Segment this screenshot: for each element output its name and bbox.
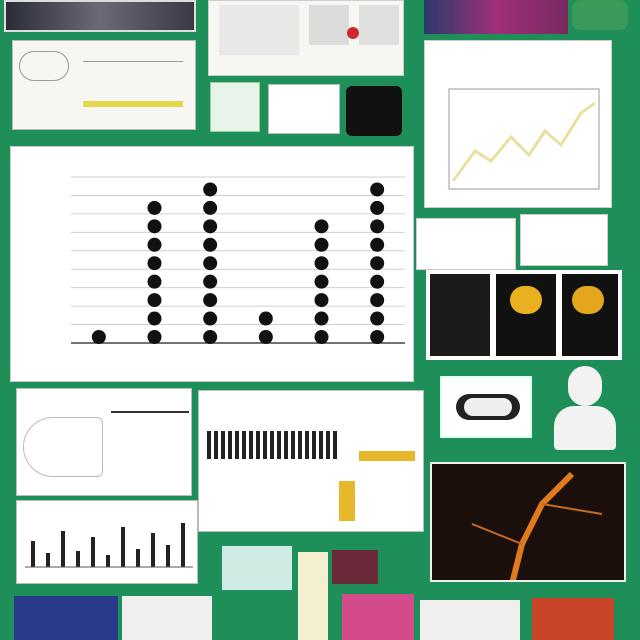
bottom-object-cream: [298, 552, 328, 640]
document-tile-bottom-left: [16, 388, 192, 496]
dot-col1-4: [147, 256, 162, 271]
object-photo-capsule: [440, 376, 532, 438]
dot-col1-2: [147, 293, 162, 308]
dot-col5-1: [370, 311, 385, 326]
dot-col5-4: [370, 256, 385, 271]
mini-bar-0: [31, 541, 35, 567]
dot-col1-5: [147, 237, 162, 252]
bar-chart-small: [16, 500, 198, 584]
mini-bar-6: [121, 527, 125, 567]
document-tile-top-center: [208, 0, 404, 76]
photo-tile-top-left: [4, 0, 196, 32]
photo-tile-top-right: [424, 0, 568, 34]
bottom-card-2: [122, 596, 212, 640]
dot-col1-3: [147, 274, 162, 289]
mini-bar-9: [166, 545, 170, 567]
line-chart-tile: [424, 40, 612, 208]
vein-network-image: [430, 462, 626, 582]
dot-col4-4: [314, 256, 329, 271]
bottom-card-red: [532, 598, 614, 640]
dot-col5-8: [370, 182, 385, 197]
mini-bar-8: [151, 533, 155, 567]
neuron-image-1: [430, 274, 490, 356]
mini-bar-3: [76, 551, 80, 567]
dot-col5-0: [370, 330, 385, 344]
green-object-top-right: [572, 0, 628, 30]
cell-image-3: [562, 274, 618, 356]
bottom-object-dark: [332, 550, 378, 584]
dot-col3-0: [258, 330, 273, 344]
bust-figure: [550, 366, 620, 450]
cell-image-2: [496, 274, 556, 356]
dot-col5-7: [370, 200, 385, 215]
mini-bar-7: [136, 549, 140, 567]
dot-col5-3: [370, 274, 385, 289]
bottom-card-pink: [342, 594, 414, 640]
text-card-right-b: [520, 214, 608, 266]
bottom-card-1: [14, 596, 118, 640]
dot-col2-7: [203, 200, 218, 215]
text-card-right-a: [416, 218, 516, 270]
table-tile-center: [198, 390, 424, 532]
line-chart-svg: [448, 88, 600, 190]
dot-col3-1: [258, 311, 273, 326]
dot-chart-card: [10, 146, 414, 382]
dot-chart-svg: [71, 176, 405, 344]
dot-col2-3: [203, 274, 218, 289]
dot-col2-6: [203, 219, 218, 234]
mini-bar-5: [106, 555, 110, 567]
diagram-tile-left: [12, 40, 196, 130]
small-card-green: [210, 82, 260, 132]
dot-col4-3: [314, 274, 329, 289]
bottom-object-teal: [222, 546, 292, 590]
mini-bar-1: [46, 553, 50, 567]
dot-col5-2: [370, 293, 385, 308]
dot-col4-5: [314, 237, 329, 252]
dot-col2-5: [203, 237, 218, 252]
dark-object: [346, 86, 402, 136]
dot-col2-4: [203, 256, 218, 271]
line-series: [451, 101, 596, 182]
dot-col0-0: [91, 330, 106, 344]
dot-col2-0: [203, 330, 218, 344]
dark-image-panel: [426, 270, 622, 360]
dot-col1-6: [147, 219, 162, 234]
mini-bar-2: [61, 531, 65, 567]
dot-col2-8: [203, 182, 218, 197]
dot-col5-6: [370, 219, 385, 234]
small-card-note: [268, 84, 340, 134]
dot-col1-0: [147, 330, 162, 344]
red-dot: [347, 27, 359, 39]
bottom-card-white: [420, 600, 520, 640]
dot-col2-1: [203, 311, 218, 326]
mini-bar-10: [181, 523, 185, 567]
dot-col1-1: [147, 311, 162, 326]
dot-col4-0: [314, 330, 329, 344]
dot-col5-5: [370, 237, 385, 252]
mini-bar-4: [91, 537, 95, 567]
dot-col4-6: [314, 219, 329, 234]
dot-col1-7: [147, 200, 162, 215]
dot-col2-2: [203, 293, 218, 308]
dot-col4-1: [314, 311, 329, 326]
dot-col4-2: [314, 293, 329, 308]
